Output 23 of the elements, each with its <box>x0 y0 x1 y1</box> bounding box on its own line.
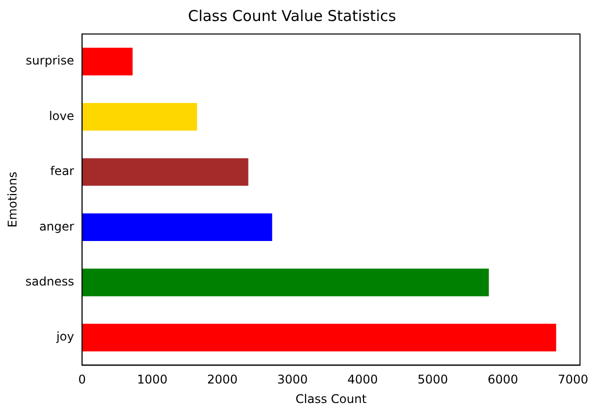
x-tick-label: 0 <box>78 372 86 387</box>
bar <box>82 158 248 186</box>
x-tick-label: 7000 <box>558 372 588 387</box>
x-tick-label: 4000 <box>347 372 378 387</box>
y-tick-label: sadness <box>25 274 74 289</box>
x-tick-label: 1000 <box>136 372 168 387</box>
x-tick-label: 3000 <box>277 372 308 387</box>
x-tick-label: 2000 <box>207 372 238 387</box>
bar <box>82 268 489 296</box>
y-axis-title: Emotions <box>5 172 20 228</box>
bar <box>82 213 272 241</box>
x-tick-label: 6000 <box>488 372 518 387</box>
chart-title: Class Count Value Statistics <box>188 6 396 25</box>
bar <box>82 103 198 131</box>
bar <box>82 48 133 76</box>
y-tick-label: joy <box>55 330 74 344</box>
bar <box>82 324 556 352</box>
x-tick-label: 5000 <box>417 372 448 387</box>
y-tick-label: surprise <box>26 54 74 68</box>
y-tick-label: love <box>48 108 74 123</box>
y-tick-label: fear <box>50 164 74 178</box>
y-tick-label: anger <box>39 219 74 234</box>
x-axis-title: Class Count <box>296 392 367 406</box>
